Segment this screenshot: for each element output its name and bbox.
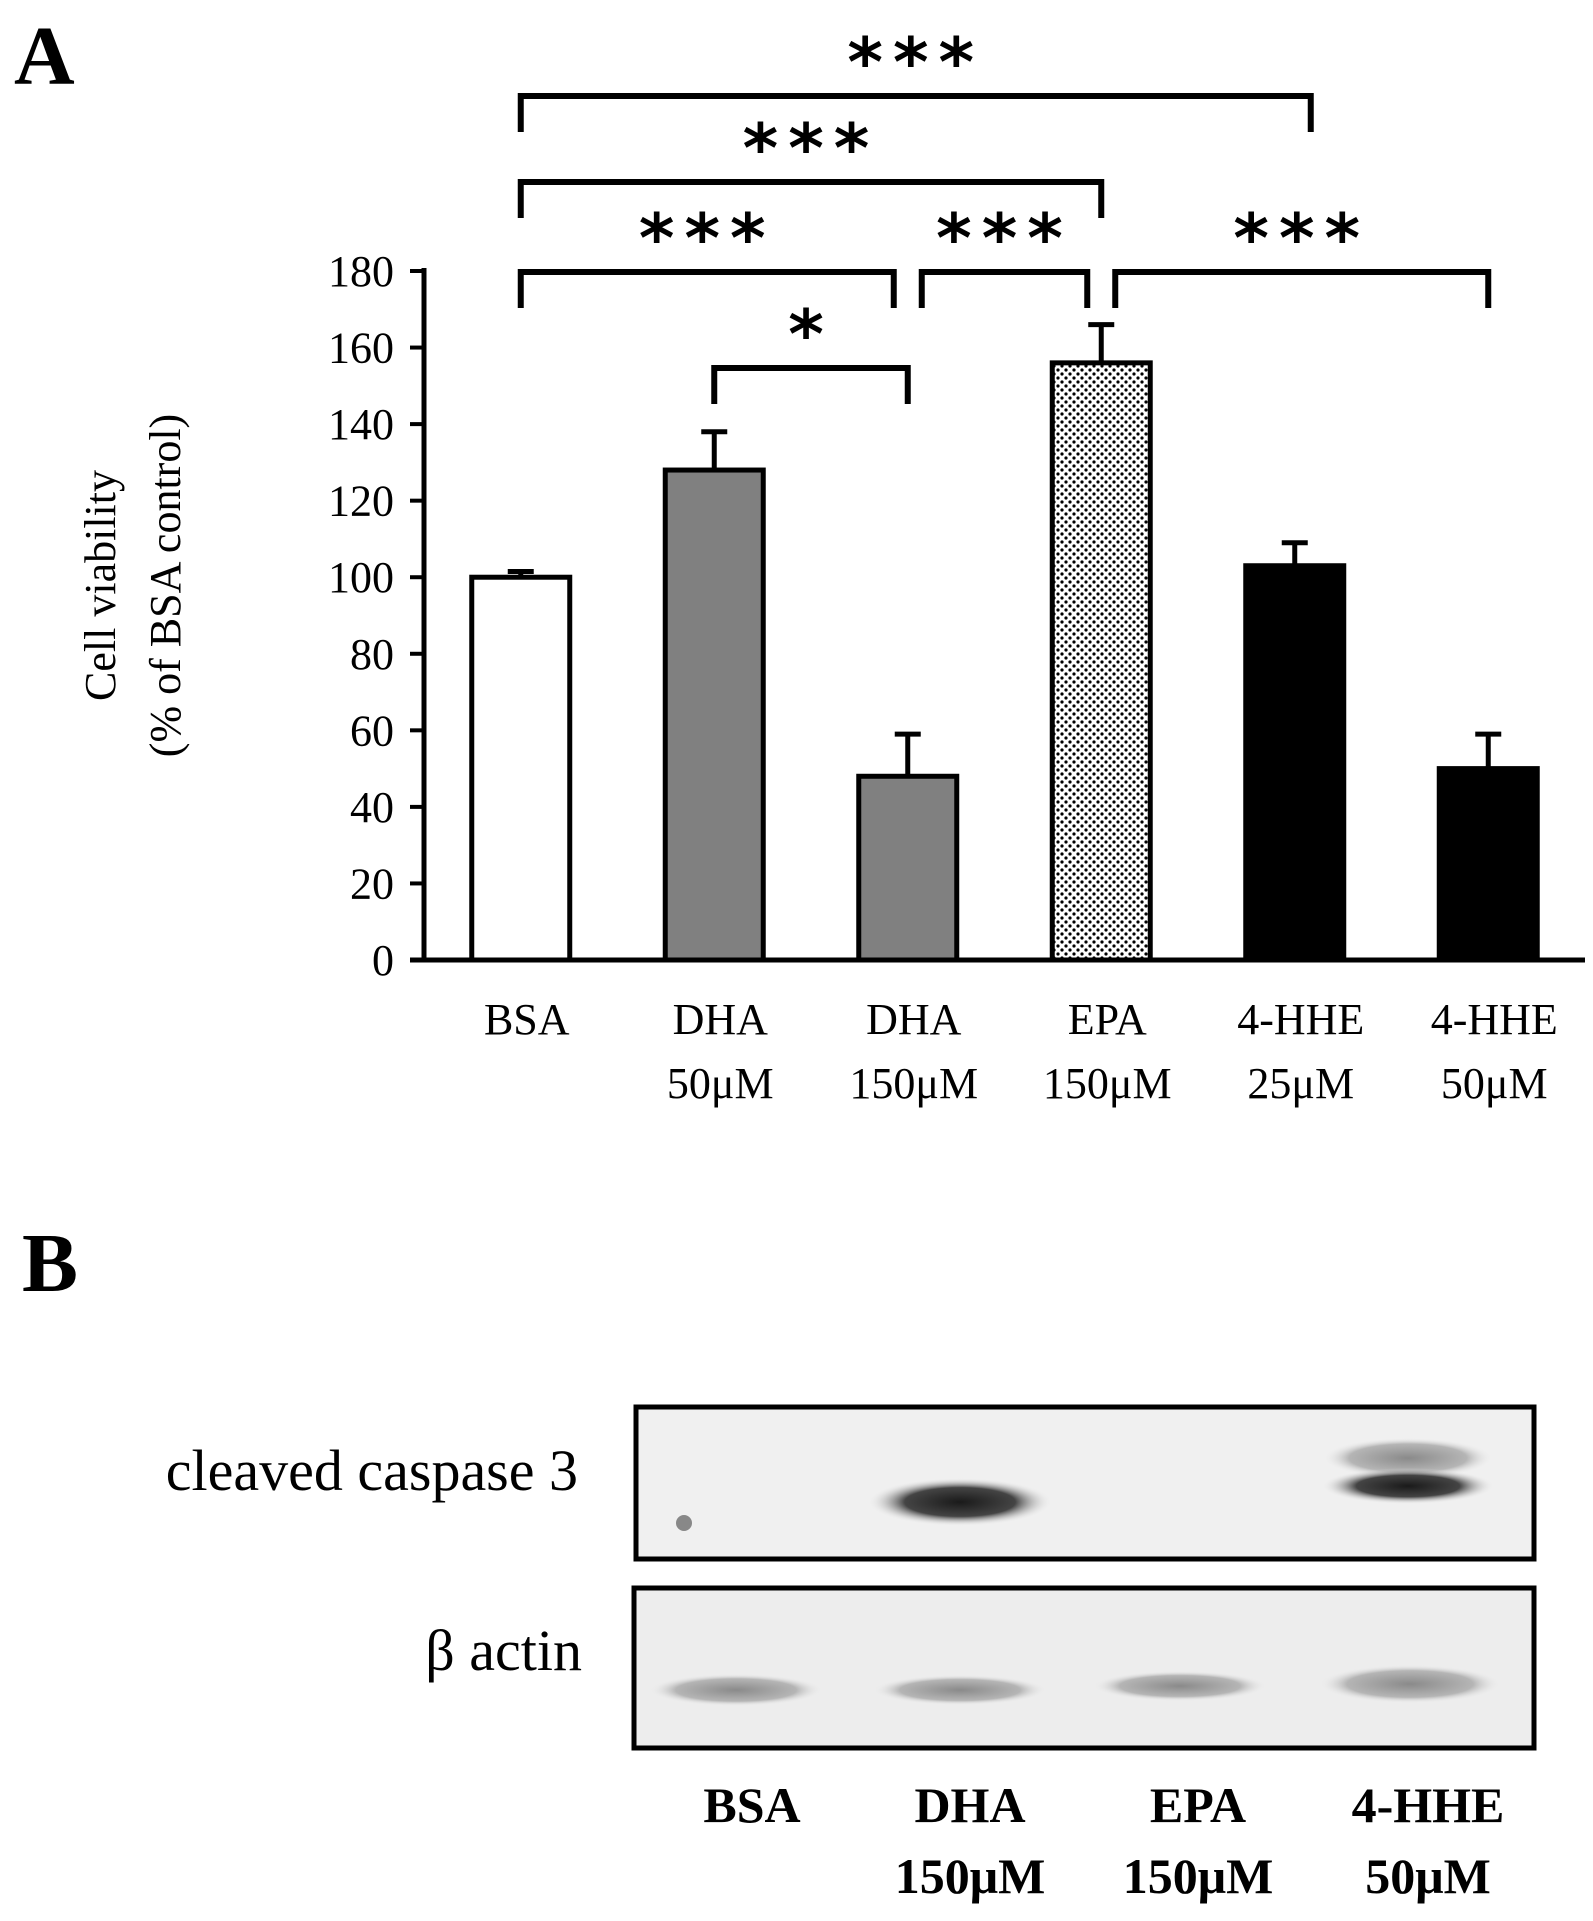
significance-bracket [517,93,1314,132]
caspase-band-dha [868,1478,1052,1526]
blot-lane-2-line2: 150μM [895,1848,1046,1904]
x-category-label-line2: 50μM [1441,1059,1548,1108]
bar-4 [1049,360,1153,963]
y-tick-label: 120 [328,477,394,526]
bar-6 [1436,766,1540,963]
blot-row-label-actin: β actin [425,1618,582,1683]
y-tick-label: 140 [328,400,394,449]
panel-a-label: A [14,10,75,103]
significance-bracket [711,365,911,404]
significance-stars: *** [743,110,880,189]
caspase-band-hhe [1322,1468,1494,1504]
actin-band-hhe [1320,1665,1500,1703]
x-category-label-line1: EPA [1068,995,1147,1044]
y-tick-label: 40 [350,783,394,832]
significance-bracket [1112,269,1492,308]
x-category-label-line1: DHA [866,995,962,1044]
y-tick-label: 80 [350,630,394,679]
blot-lane-3-line1: EPA [1150,1777,1246,1833]
y-axis-label-line2: (% of BSA control) [141,414,190,757]
x-category-label-line2: 25μM [1247,1059,1354,1108]
bar-3 [856,773,960,963]
blot-row-label-caspase: cleaved caspase 3 [166,1438,578,1503]
caspase-band-hhe-upper [1324,1438,1492,1478]
bar-5 [1243,563,1347,963]
bar-chart: 0 20 40 60 80 100 120 140 160 180 Cell viability (%… [76,24,1585,1108]
blot-lane-1-line1: BSA [703,1777,800,1833]
significance-stars: *** [847,24,984,103]
significance-stars: *** [1233,200,1370,279]
x-category-label-line1: DHA [673,995,769,1044]
x-category-label-line1: 4-HHE [1237,995,1364,1044]
caspase-speck-bsa [676,1515,692,1531]
actin-band-bsa [650,1674,822,1706]
bar-2 [662,467,766,963]
y-tick-label: 0 [372,936,394,985]
significance-stars: *** [936,200,1073,279]
significance-bracket [918,269,1091,308]
y-axis-label-line1: Cell viability [76,470,125,701]
significance-bracket [517,179,1105,218]
y-tick-label: 180 [328,247,394,296]
actin-band-dha [874,1675,1046,1705]
x-category-label-line1: BSA [484,995,570,1044]
blot-lane-3-line2: 150μM [1123,1848,1274,1904]
y-tick-label: 60 [350,706,394,755]
blot-lane-4-line2: 50μM [1365,1848,1491,1904]
significance-stars: * [788,296,834,375]
western-blot: cleaved caspase 3 β actin BSA DHA 150μM … [166,1404,1537,1904]
actin-band-epa [1094,1671,1266,1701]
y-tick-label: 160 [328,324,394,373]
x-category-label-line1: 4-HHE [1431,995,1558,1044]
y-tick-label: 100 [328,553,394,602]
significance-bracket [517,269,897,308]
panel-b-label: B [22,1217,79,1310]
blot-lane-2-line1: DHA [914,1777,1025,1833]
significance-stars: *** [639,200,776,279]
x-category-label-line2: 150μM [849,1059,978,1108]
y-tick-label: 20 [350,859,394,908]
x-category-label-line2: 150μM [1043,1059,1172,1108]
blot-lane-4-line1: 4-HHE [1352,1777,1505,1833]
bar-1 [469,574,573,963]
x-category-label-line2: 50μM [667,1059,774,1108]
